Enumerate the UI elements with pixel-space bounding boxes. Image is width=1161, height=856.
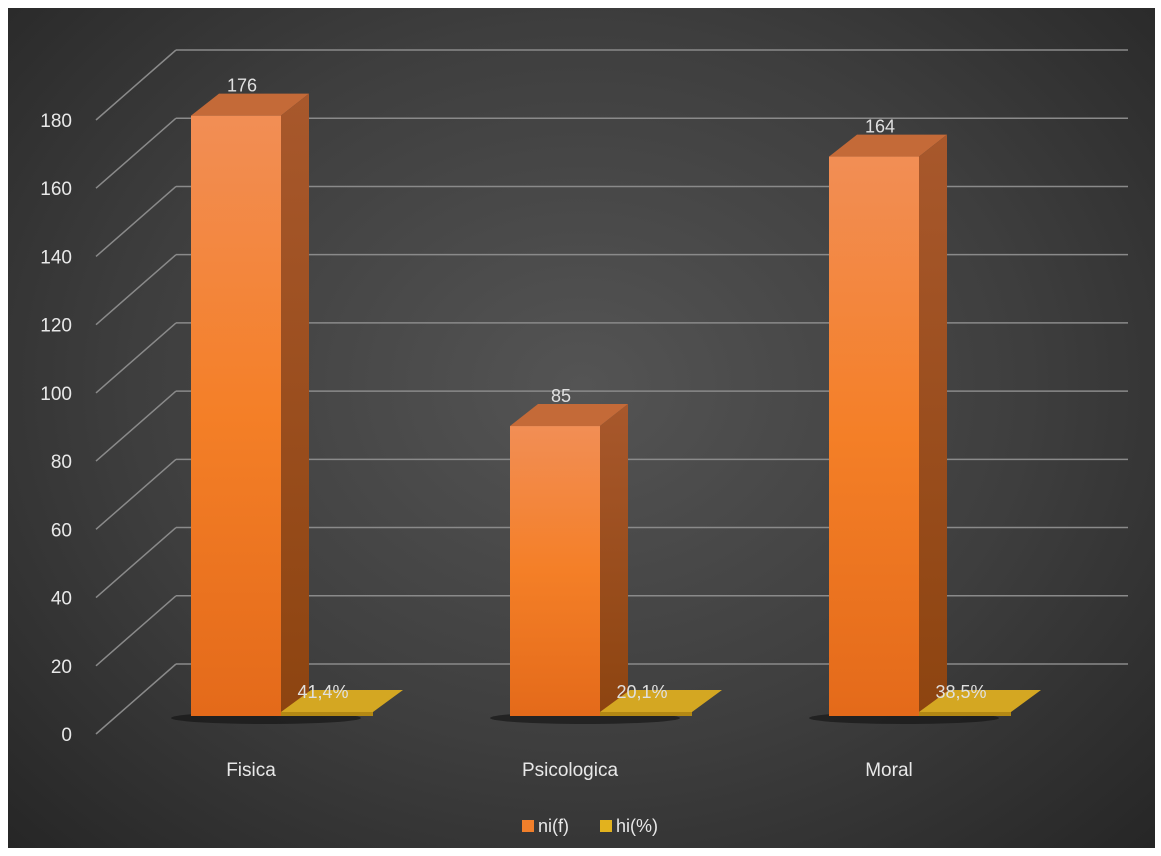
gridline <box>95 253 1128 326</box>
ytick-label: 100 <box>40 384 72 405</box>
ytick-label: 140 <box>40 247 72 268</box>
legend-label: ni(f) <box>538 816 569 836</box>
data-label-hi-pct: 20,1% <box>616 682 667 702</box>
data-label-ni-f: 85 <box>551 386 571 406</box>
gridline <box>95 322 1128 394</box>
data-label-hi-pct: 38,5% <box>935 682 986 702</box>
ytick-label: 40 <box>51 589 72 610</box>
ytick-label: 180 <box>40 111 72 132</box>
data-label-ni-f: 164 <box>865 117 895 137</box>
gridline <box>95 526 1128 599</box>
bar-hi-pct <box>281 690 403 716</box>
gridline <box>95 458 1128 530</box>
gridline <box>95 595 1128 667</box>
gridline <box>95 185 1128 258</box>
gridline <box>95 390 1128 462</box>
gridline <box>95 49 1128 121</box>
bar-hi-pct <box>919 690 1041 716</box>
legend-item: ni(f) <box>522 816 569 836</box>
ytick-label: 60 <box>51 520 72 541</box>
legend-swatch <box>522 820 534 832</box>
ytick-label: 160 <box>40 179 72 200</box>
ytick-label: 80 <box>51 452 72 473</box>
data-label-hi-pct: 41,4% <box>297 682 348 702</box>
category-label: Psicologica <box>522 760 619 781</box>
legend-swatch <box>600 820 612 832</box>
gridline <box>95 663 1128 735</box>
category-label: Fisica <box>226 760 276 781</box>
bar-ni-f <box>809 134 999 724</box>
ytick-label: 120 <box>40 316 72 337</box>
category-label: Moral <box>865 760 913 781</box>
gridline <box>95 117 1128 189</box>
ytick-label: 0 <box>61 725 72 746</box>
legend-item: hi(%) <box>600 816 658 836</box>
bar-chart: 0 20 40 60 80 100 120 140 160 180 176 41,4% 85 20,1%… <box>40 49 1128 836</box>
data-label-ni-f: 176 <box>227 76 257 96</box>
bar-hi-pct <box>600 690 722 716</box>
chart-area: 0 20 40 60 80 100 120 140 160 180 176 41,4% 85 20,1%… <box>8 8 1155 848</box>
legend-label: hi(%) <box>616 816 658 836</box>
ytick-label: 20 <box>51 657 72 678</box>
bar-ni-f <box>171 93 361 724</box>
bar-ni-f <box>490 404 680 724</box>
